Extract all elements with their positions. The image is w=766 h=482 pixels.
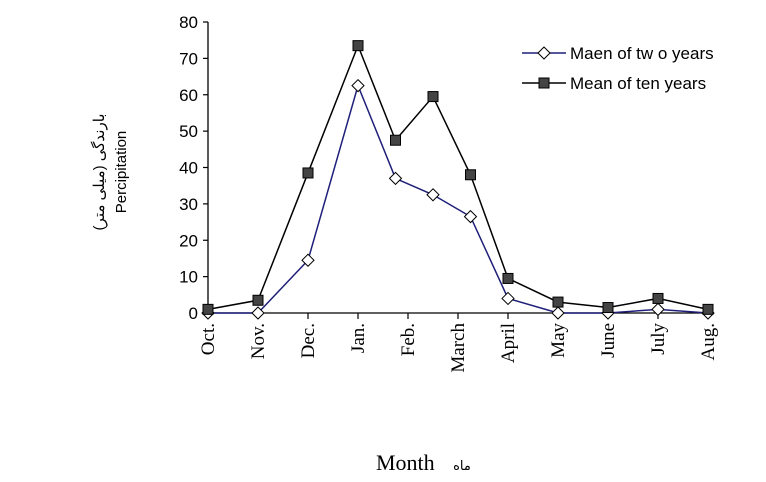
x-axis-label-en: Month: [376, 450, 435, 475]
x-tick-label: July: [648, 323, 669, 355]
x-tick-label: Jan.: [348, 323, 369, 353]
y-tick-label: 0: [189, 304, 198, 323]
y-tick-label: 70: [179, 49, 198, 68]
data-point: [652, 292, 664, 304]
data-point: [252, 294, 264, 306]
x-tick-label: Dec.: [298, 323, 319, 358]
data-point: [388, 171, 403, 186]
data-point: [426, 188, 440, 202]
y-axis-label-en: Percipitation: [113, 131, 130, 214]
x-tick-label: Aug.: [698, 323, 719, 360]
data-point: [390, 134, 401, 146]
x-tick-label: April: [498, 323, 519, 363]
data-point: [602, 302, 614, 314]
series-1: [201, 78, 715, 320]
data-point: [202, 303, 214, 315]
data-point: [552, 296, 564, 308]
y-tick-label: 50: [179, 122, 198, 141]
data-point: [551, 306, 565, 320]
series-group: [201, 40, 715, 320]
y-tick-label: 10: [179, 268, 198, 287]
data-point: [651, 302, 665, 317]
legend-label: Mean of ten years: [570, 74, 706, 93]
y-tick-label: 60: [179, 86, 198, 105]
y-tick-label: 20: [179, 231, 198, 250]
x-axis-ticks: Oct. Nov. Dec. Jan. Feb. March April May June Jul…: [198, 313, 719, 373]
y-tick-label: 30: [179, 195, 198, 214]
y-tick-label: 80: [179, 13, 198, 32]
y-axis-ticks: 0 10 20 30 40 50 60 70 80: [179, 13, 208, 323]
legend: Maen of tw o years Mean of ten years: [522, 44, 714, 93]
legend-marker: [538, 77, 550, 89]
legend-marker: [537, 46, 551, 60]
axes: [207, 22, 708, 314]
data-point: [352, 40, 364, 52]
data-point: [502, 272, 514, 284]
series-line: [207, 43, 709, 311]
x-tick-label: June: [598, 323, 619, 358]
data-point: [501, 291, 515, 306]
series-line: [208, 83, 709, 314]
data-point: [463, 209, 478, 224]
data-point: [301, 253, 315, 267]
x-tick-label: Nov.: [248, 323, 269, 359]
x-axis-label-fa: ماه: [453, 459, 471, 474]
data-point: [302, 167, 314, 179]
data-point: [251, 306, 265, 320]
x-tick-label: Oct.: [198, 323, 219, 355]
data-point: [465, 169, 476, 181]
legend-label: Maen of tw o years: [570, 44, 714, 63]
x-tick-label: Feb.: [398, 323, 419, 356]
data-point: [351, 78, 365, 93]
x-tick-label: May: [548, 323, 569, 358]
data-point: [702, 303, 714, 315]
x-tick-label: March: [448, 323, 469, 373]
data-point: [427, 91, 439, 103]
series-2: [202, 40, 714, 315]
y-axis-label-fa: بارندگی (میلی متر): [90, 114, 108, 231]
y-tick-label: 40: [179, 159, 198, 178]
